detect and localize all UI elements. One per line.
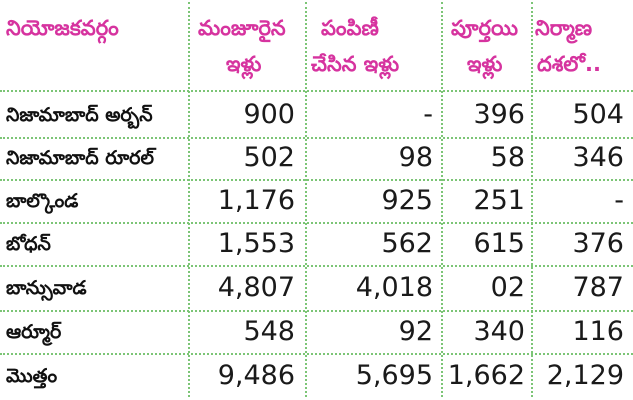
cell-distributed: 92 (398, 316, 433, 347)
cell-distributed: 4,018 (355, 272, 433, 303)
cell-sanctioned: 1,553 (217, 228, 295, 259)
header-constituency: నియోజకవర్గం (6, 0, 186, 88)
cell-distributed: 562 (381, 228, 433, 259)
header-under-construction-line2: దశలో.. (537, 52, 601, 76)
header-completed: పూర్తయి ఇళ్లు (445, 0, 529, 88)
row-divider (0, 353, 633, 355)
row-name: బాల్కొండ (6, 190, 79, 212)
cell-under-construction: 504 (572, 99, 624, 130)
cell-completed: 58 (490, 142, 525, 173)
table-row: ఆర్మూర్ 548 92 340 116 (0, 310, 633, 354)
cell-completed: 340 (473, 316, 525, 347)
cell-distributed: 98 (398, 142, 433, 173)
header-sanctioned-line1: మంజూరైన (198, 16, 286, 40)
cell-distributed: - (423, 99, 433, 130)
cell-sanctioned: 4,807 (217, 272, 295, 303)
cell-completed: 615 (473, 228, 525, 259)
header-completed-line2: ఇళ్లు (467, 52, 503, 76)
table-row: నిజామాబాద్ అర్బన్ 900 - 396 504 (0, 93, 633, 137)
cell-completed-total: 1,662 (447, 360, 525, 391)
table-header: నియోజకవర్గం మంజూరైన ఇళ్లు పంపిణీ చేసిన ఇ… (0, 0, 633, 88)
row-divider (0, 222, 633, 224)
header-under-construction-line1: నిర్మాణ (535, 16, 593, 40)
row-divider (0, 265, 633, 267)
header-sanctioned: మంజూరైన ఇళ్లు (192, 0, 302, 88)
cell-under-construction: 376 (572, 228, 624, 259)
cell-under-construction: - (614, 185, 624, 216)
column-divider (188, 2, 190, 397)
header-divider (0, 90, 633, 92)
cell-completed: 251 (473, 185, 525, 216)
table-row: బోధన్ 1,553 562 615 376 (0, 222, 633, 266)
table-row: నిజామాబాద్ రూరల్ 502 98 58 346 (0, 136, 633, 180)
cell-sanctioned: 548 (243, 316, 295, 347)
table-row-total: మొత్తం 9,486 5,695 1,662 2,129 (0, 354, 633, 398)
header-completed-line1: పూర్తయి (451, 16, 518, 40)
cell-completed: 02 (490, 272, 525, 303)
column-divider (531, 2, 533, 397)
cell-distributed: 925 (381, 185, 433, 216)
column-divider (305, 2, 307, 397)
cell-under-construction: 787 (572, 272, 624, 303)
cell-completed: 396 (473, 99, 525, 130)
cell-sanctioned: 502 (243, 142, 295, 173)
cell-sanctioned: 1,176 (217, 185, 295, 216)
row-divider (0, 137, 633, 139)
table-row: బాల్కొండ 1,176 925 251 - (0, 179, 633, 223)
column-divider (441, 2, 443, 397)
cell-under-construction: 346 (572, 142, 624, 173)
row-divider (0, 179, 633, 181)
row-name: బాన్సువాడ (6, 277, 87, 299)
cell-sanctioned: 900 (243, 99, 295, 130)
cell-distributed-total: 5,695 (355, 360, 433, 391)
row-name: ఆర్మూర్ (6, 321, 62, 343)
header-constituency-label: నియోజకవర్గం (6, 16, 119, 40)
table-row: బాన్సువాడ 4,807 4,018 02 787 (0, 266, 633, 310)
cell-under-construction: 116 (572, 316, 624, 347)
header-distributed: పంపిణీ చేసిన ఇళ్లు (309, 0, 439, 88)
cell-under-construction-total: 2,129 (546, 360, 624, 391)
cell-sanctioned-total: 9,486 (217, 360, 295, 391)
header-distributed-line2: చేసిన ఇళ్లు (311, 52, 400, 76)
header-under-construction: నిర్మాణ దశలో.. (535, 0, 633, 88)
header-distributed-line1: పంపిణీ (321, 16, 379, 40)
row-divider (0, 310, 633, 312)
row-name: నిజామాబాద్ అర్బన్ (6, 104, 153, 126)
row-name: బోధన్ (6, 233, 51, 255)
row-name-total: మొత్తం (6, 365, 58, 387)
row-name: నిజామాబాద్ రూరల్ (6, 147, 154, 169)
header-sanctioned-line2: ఇళ్లు (226, 52, 262, 76)
